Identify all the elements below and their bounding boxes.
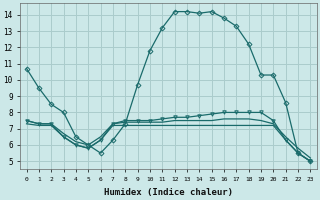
X-axis label: Humidex (Indice chaleur): Humidex (Indice chaleur) (104, 188, 233, 197)
